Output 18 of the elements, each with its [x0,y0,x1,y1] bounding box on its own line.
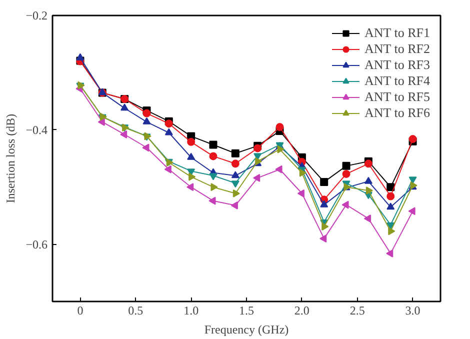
y-tick-label: −0.6 [26,237,48,252]
legend-label: ANT to RF4 [364,73,430,89]
legend-label: ANT to RF2 [364,41,430,57]
x-tick-label: 3.0 [405,304,420,318]
legend-label: ANT to RF6 [364,105,430,121]
x-axis-title: Frequency (GHz) [204,322,289,336]
y-axis-title: Insertion loss (dB) [4,114,18,204]
legend-label: ANT to RF5 [364,89,430,105]
y-tick-label: −0.4 [26,122,48,137]
legend-label: ANT to RF3 [364,57,430,73]
x-tick-label: 0 [77,304,84,318]
x-tick-label: 1.5 [239,304,254,318]
x-tick-label: 1.0 [184,304,199,318]
y-tick-label: −0.2 [26,8,48,22]
legend-label: ANT to RF1 [364,25,430,41]
x-tick-label: 2.0 [294,304,310,318]
x-tick-label: 0.5 [128,304,144,318]
x-tick-label: 2.5 [350,304,365,318]
